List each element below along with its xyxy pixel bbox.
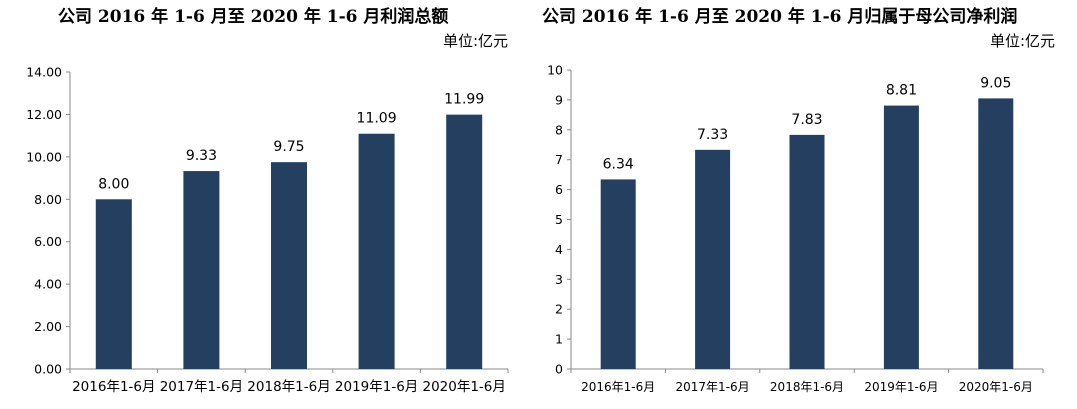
y-tick-label: 12.00	[26, 107, 62, 122]
x-category-label: 2016年1-6月	[581, 380, 655, 394]
y-tick-label: 5	[555, 212, 563, 227]
data-label: 6.34	[603, 156, 634, 172]
x-category-label: 2018年1-6月	[770, 380, 844, 394]
bar	[446, 114, 483, 369]
y-tick-label: 7	[555, 152, 563, 167]
y-tick-label: 4	[555, 242, 563, 257]
bar	[358, 133, 395, 369]
x-category-label: 2019年1-6月	[335, 379, 418, 395]
data-label: 9.33	[186, 148, 217, 164]
x-category-label: 2016年1-6月	[72, 379, 155, 395]
unit-label: 单位:亿元	[989, 32, 1055, 50]
y-tick-label: 10.00	[26, 149, 62, 164]
bar	[789, 134, 825, 369]
data-label: 8.00	[98, 176, 129, 192]
y-tick-label: 6.00	[34, 234, 62, 249]
chart-title: 公司 2016 年 1-6 月至 2020 年 1-6 月归属于母公司净利润	[542, 7, 1018, 27]
y-tick-label: 2	[555, 302, 563, 317]
data-label: 9.75	[273, 139, 304, 155]
x-category-label: 2019年1-6月	[864, 380, 938, 394]
bar	[95, 199, 132, 369]
y-tick-label: 8	[555, 122, 563, 137]
chart-panel-profit-total: 公司 2016 年 1-6 月至 2020 年 1-6 月利润总额 单位:亿元 …	[0, 0, 530, 409]
y-tick-label: 10	[547, 63, 563, 78]
x-category-label: 2018年1-6月	[247, 379, 330, 395]
data-label: 11.09	[357, 111, 397, 127]
data-label: 8.81	[886, 83, 917, 99]
data-label: 9.05	[980, 75, 1011, 91]
y-tick-label: 0	[555, 362, 563, 377]
bar	[183, 171, 220, 369]
data-label: 11.99	[444, 92, 484, 108]
y-tick-label: 3	[555, 272, 563, 287]
y-tick-label: 9	[555, 92, 563, 107]
chart-panel-net-profit: 公司 2016 年 1-6 月至 2020 年 1-6 月归属于母公司净利润 单…	[538, 0, 1077, 409]
x-category-label: 2020年1-6月	[959, 380, 1033, 394]
y-tick-label: 14.00	[26, 65, 62, 80]
x-category-label: 2020年1-6月	[422, 379, 505, 395]
bar	[271, 162, 307, 369]
bar	[978, 98, 1014, 369]
y-tick-label: 6	[555, 182, 563, 197]
y-tick-label: 4.00	[34, 277, 62, 292]
bar	[600, 179, 636, 369]
bar-chart-profit-total: 0.00 2.00 4.00 6.00 8.00 10.00 12.00 14.00 8.00 2…	[26, 65, 509, 395]
x-category-label: 2017年1-6月	[160, 379, 243, 395]
y-tick-label: 2.00	[34, 319, 62, 334]
x-category-label: 2017年1-6月	[676, 380, 750, 394]
y-tick-label: 0.00	[34, 362, 62, 377]
chart-title: 公司 2016 年 1-6 月至 2020 年 1-6 月利润总额	[58, 7, 449, 27]
unit-label: 单位:亿元	[442, 32, 508, 50]
data-label: 7.83	[791, 112, 822, 128]
bar	[695, 149, 731, 369]
bar	[883, 105, 919, 370]
y-tick-label: 1	[555, 332, 563, 347]
data-label: 7.33	[697, 127, 728, 143]
y-tick-label: 8.00	[34, 192, 62, 207]
bar-chart-net-profit: 0 1 2 3 4 5 6 7 8 9 10 6.34 2016年1-6月 7.33 2017年1-6月 7.…	[547, 63, 1044, 394]
